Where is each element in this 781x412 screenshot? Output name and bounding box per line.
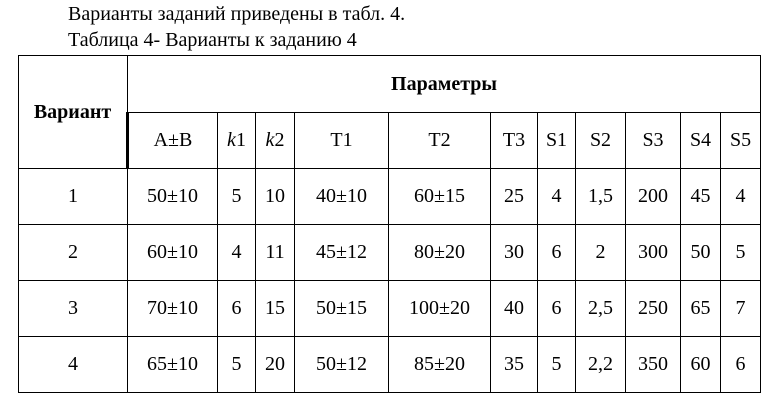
table-cell: 4 — [537, 168, 576, 225]
table-cell: 2 — [18, 224, 128, 281]
table-cell: 65±10 — [127, 336, 218, 393]
table-cell: 1,5 — [575, 168, 626, 225]
table-cell: 30 — [490, 224, 538, 281]
table-cell: 5 — [719, 224, 762, 281]
table-cell: 11 — [255, 224, 295, 281]
table-cell: 85±20 — [388, 336, 491, 393]
table-cell: 300 — [625, 224, 681, 281]
column-header: T3 — [490, 112, 538, 169]
table-cell: 35 — [490, 336, 538, 393]
column-header: A±B — [126, 112, 218, 169]
table-cell: 2,5 — [575, 280, 626, 337]
table-cell: 250 — [625, 280, 681, 337]
table-cell: 4 — [719, 168, 762, 225]
table-cell: 80±20 — [388, 224, 491, 281]
table-cell: 4 — [217, 224, 256, 281]
variant-header: Вариант — [18, 55, 128, 169]
table-row: 4 65±10 5 20 50±12 85±20 35 5 2,2 350 60 6 — [18, 336, 762, 393]
column-header: S4 — [680, 112, 721, 169]
table-cell: 45 — [680, 168, 721, 225]
table-cell: 50±12 — [294, 336, 389, 393]
column-header: S1 — [537, 112, 576, 169]
column-header: T2 — [388, 112, 491, 169]
intro-text: Варианты заданий приведены в табл. 4. — [68, 3, 406, 25]
table-cell: 7 — [719, 280, 762, 337]
table-cell: 65 — [680, 280, 721, 337]
column-header: S5 — [719, 112, 762, 169]
table-cell: 6 — [217, 280, 256, 337]
table-cell: 15 — [255, 280, 295, 337]
table-cell: 25 — [490, 168, 538, 225]
table-cell: 50 — [680, 224, 721, 281]
table-cell: 5 — [217, 336, 256, 393]
table-cell: 60±15 — [388, 168, 491, 225]
table-cell: 6 — [719, 336, 762, 393]
table-cell: 4 — [18, 336, 128, 393]
column-header: S2 — [575, 112, 626, 169]
table-cell: 20 — [255, 336, 295, 393]
table-cell: 40 — [490, 280, 538, 337]
column-header: S3 — [625, 112, 681, 169]
table-cell: 60±10 — [127, 224, 218, 281]
table-cell: 5 — [217, 168, 256, 225]
table-cell: 3 — [18, 280, 128, 337]
table-cell: 350 — [625, 336, 681, 393]
table-row: 3 70±10 6 15 50±15 100±20 40 6 2,5 250 65 7 — [18, 280, 762, 337]
table-cell: 50±15 — [294, 280, 389, 337]
table-row: 2 60±10 4 11 45±12 80±20 30 6 2 300 50 5 — [18, 224, 762, 281]
table-cell: 50±10 — [127, 168, 218, 225]
column-header: k2 — [255, 112, 295, 169]
table-cell: 10 — [255, 168, 295, 225]
table-cell: 6 — [537, 280, 576, 337]
table-cell: 5 — [537, 336, 576, 393]
table-cell: 40±10 — [294, 168, 389, 225]
column-header: k1 — [217, 112, 256, 169]
column-header: T1 — [294, 112, 389, 169]
table-row: 1 50±10 5 10 40±10 60±15 25 4 1,5 200 45 4 — [18, 168, 762, 225]
table-cell: 6 — [537, 224, 576, 281]
table-cell: 45±12 — [294, 224, 389, 281]
table-cell: 2 — [575, 224, 626, 281]
table-cell: 2,2 — [575, 336, 626, 393]
table-cell: 1 — [18, 168, 128, 225]
table-cell: 60 — [680, 336, 721, 393]
table-cell: 70±10 — [127, 280, 218, 337]
table-cell: 100±20 — [388, 280, 491, 337]
table-caption: Таблица 4- Варианты к заданию 4 — [68, 29, 357, 51]
variants-table: Вариант Параметры A±B k1 k2 T1 T2 T3 S1 S2 S3 S4 S… — [18, 55, 762, 393]
table-cell: 200 — [625, 168, 681, 225]
group-header: Параметры — [126, 55, 762, 113]
